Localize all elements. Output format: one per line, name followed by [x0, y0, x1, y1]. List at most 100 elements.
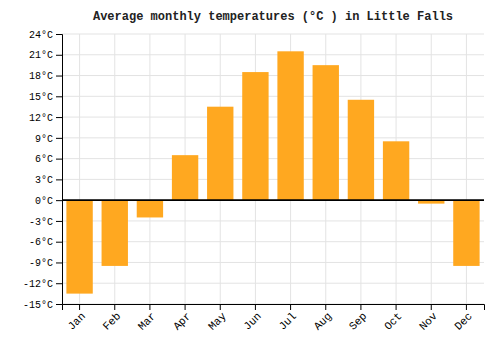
bars: [62, 51, 484, 293]
tick-label: Mar: [136, 310, 158, 332]
tick-mark: [79, 304, 80, 310]
tick: 18°C: [29, 71, 62, 82]
chart: Jan Feb Mar Apr May Jun Jul Aug Sep Oct Nov Dec -15°…: [0, 0, 500, 350]
bar: [102, 200, 128, 266]
tick-label: Jul: [277, 310, 299, 332]
tick-label: 6°C: [35, 154, 53, 165]
tick-mark: [466, 304, 467, 310]
grid-line: [62, 179, 484, 180]
grid-line: [62, 283, 484, 284]
bar: [242, 72, 268, 200]
tick: -12°C: [23, 279, 62, 290]
tick-label: Jun: [241, 310, 263, 332]
tick-mark: [56, 262, 62, 263]
tick-label: Dec: [452, 310, 474, 332]
tick-mark: [185, 304, 186, 310]
tick: 15°C: [29, 92, 62, 103]
tick: Mar: [136, 304, 158, 333]
grid-line: [149, 34, 150, 304]
y-axis: -15°C -12°C -9°C -6°C -3°C 0°C 3°C 6°C 9°C 12°C 15…: [23, 30, 63, 311]
bar: [313, 65, 339, 200]
tick-label: 12°C: [29, 113, 53, 124]
grid-line: [431, 34, 432, 304]
tick-label: 9°C: [35, 134, 53, 145]
tick: 0°C: [35, 196, 62, 207]
zero-line: [62, 199, 484, 201]
tick: 3°C: [35, 175, 62, 186]
tick-mark: [56, 283, 62, 284]
tick-label: 15°C: [29, 92, 53, 103]
tick: 6°C: [35, 154, 62, 165]
tick-label: May: [206, 310, 229, 333]
tick-mark: [255, 304, 256, 310]
tick: Jul: [277, 304, 299, 333]
grid-line: [62, 117, 484, 118]
bar: [453, 200, 479, 266]
axis-line: [56, 35, 63, 305]
tick-label: 0°C: [35, 196, 53, 207]
tick-mark: [56, 179, 62, 180]
title: Average monthly temperatures (°C ) in Li…: [93, 10, 453, 24]
grid-line: [62, 54, 484, 55]
tick-label: Feb: [101, 310, 123, 332]
tick-mark: [290, 304, 291, 310]
tick-label: Apr: [171, 310, 193, 332]
tick: 24°C: [29, 30, 62, 41]
tick-label: 21°C: [29, 50, 53, 61]
tick-mark: [56, 76, 62, 77]
tick-mark: [56, 34, 62, 35]
grid-line: [62, 96, 484, 97]
tick-mark: [325, 304, 326, 310]
tick: Dec: [452, 304, 474, 333]
grid-line: [62, 34, 484, 35]
tick-mark: [56, 159, 62, 160]
tick-label: -9°C: [29, 258, 53, 269]
tick-mark: [114, 304, 115, 310]
tick: -9°C: [29, 258, 62, 269]
tick-mark: [396, 304, 397, 310]
tick: Aug: [312, 304, 334, 333]
tick-label: 24°C: [29, 30, 53, 41]
tick-label: 3°C: [35, 175, 53, 186]
tick-mark: [56, 138, 62, 139]
tick-label: 18°C: [29, 71, 53, 82]
tick-label: Nov: [417, 310, 440, 333]
tick: Sep: [347, 304, 369, 333]
bar: [348, 100, 374, 200]
tick-label: -3°C: [29, 217, 53, 228]
tick-mark: [56, 221, 62, 222]
grid-line: [62, 137, 484, 138]
tick-label: -12°C: [23, 279, 53, 290]
tick-label: -6°C: [29, 237, 53, 248]
tick-mark: [56, 55, 62, 56]
tick-mark: [56, 200, 62, 201]
tick-label: -15°C: [23, 300, 53, 311]
bar: [137, 200, 163, 217]
tick-mark: [149, 304, 150, 310]
tick-label: Jan: [66, 310, 88, 332]
tick: Feb: [101, 304, 123, 333]
tick: -6°C: [29, 237, 62, 248]
axis-line: [63, 305, 485, 311]
tick: 21°C: [29, 50, 62, 61]
tick-label: Oct: [382, 310, 404, 332]
grid-line: [62, 75, 484, 76]
bar: [277, 51, 303, 200]
tick: May: [206, 304, 229, 333]
tick: Nov: [417, 304, 440, 333]
tick: Apr: [171, 304, 193, 333]
tick: Jun: [241, 304, 263, 333]
grid-line: [62, 158, 484, 159]
tick: 12°C: [29, 113, 62, 124]
tick-mark: [56, 304, 62, 305]
bar: [207, 107, 233, 200]
tick-mark: [360, 304, 361, 310]
tick: Oct: [382, 304, 404, 333]
grid: [62, 34, 484, 304]
tick-mark: [431, 304, 432, 310]
tick: Jan: [66, 304, 88, 333]
tick-mark: [220, 304, 221, 310]
tick-label: Sep: [347, 310, 369, 332]
tick: 9°C: [35, 134, 62, 145]
bar: [172, 155, 198, 200]
